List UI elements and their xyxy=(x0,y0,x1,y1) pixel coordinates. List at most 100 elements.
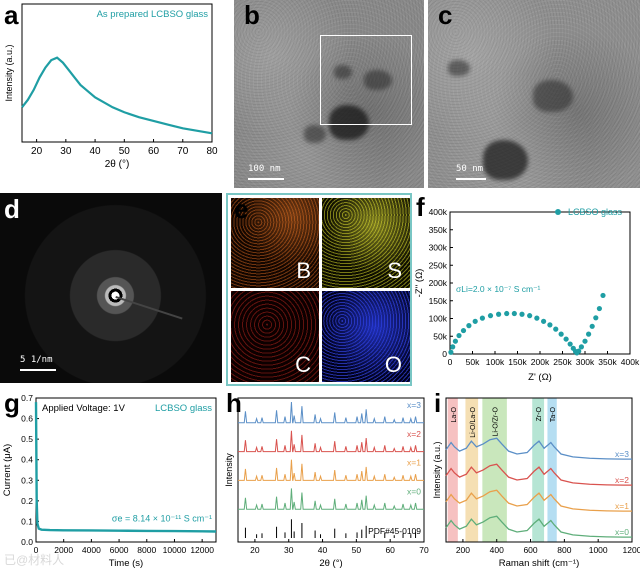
y-axis-label: -Z'' (Ω) xyxy=(414,269,425,298)
x-axis-label: Raman shift (cm⁻¹) xyxy=(499,558,580,569)
plot-frame xyxy=(21,3,213,143)
y-tick-label: 0.0 xyxy=(21,537,33,547)
chart-h-xrd-series: x=3 x=2 x=1 x=0 PDF#45-0109 20 30 40 50 60 70 2θ (°… xyxy=(224,397,429,569)
plot-frame xyxy=(237,397,425,543)
data-point xyxy=(466,323,472,329)
x-tick-label: 350k xyxy=(598,357,617,367)
data-point xyxy=(541,318,547,324)
x-tick-label: 30 xyxy=(60,146,72,157)
y-axis-label: Current (μA) xyxy=(2,444,13,496)
legend-label: LCBSO glass xyxy=(568,207,623,217)
y-tick-label: 0.3 xyxy=(21,475,33,485)
series-label: x=1 xyxy=(407,458,421,468)
x-tick-label: 150k xyxy=(508,357,527,367)
x-tick-label: 4000 xyxy=(82,545,101,555)
y-axis-label: Intensity (a.u.) xyxy=(432,441,442,498)
band-label: Zr-O xyxy=(536,406,543,421)
eds-map-b: B xyxy=(231,198,319,288)
data-point xyxy=(582,338,588,344)
x-tick-label: 200k xyxy=(531,357,550,367)
series-line xyxy=(238,430,424,453)
data-point xyxy=(448,349,454,355)
chart-title: Applied Voltage: 1V xyxy=(42,403,126,414)
plot-frame xyxy=(449,211,631,355)
x-tick-label: 600 xyxy=(523,545,537,555)
series-line xyxy=(238,459,424,481)
series-line xyxy=(445,437,632,460)
particle xyxy=(448,60,470,76)
x-tick-label: 0 xyxy=(448,357,453,367)
y-tick-label: 0.4 xyxy=(21,455,33,465)
x-tick-label: 1200 xyxy=(623,545,640,555)
chart-a-xrd: 20 30 40 50 60 70 80 2θ (°) Intensity (a.u.) As p… xyxy=(4,3,218,170)
data-point xyxy=(593,315,599,321)
y-tick-label: 0.1 xyxy=(21,516,33,526)
data-point xyxy=(563,336,569,342)
x-tick-label: 80 xyxy=(206,146,218,157)
tem-image-b: 100 nm xyxy=(234,0,424,188)
data-point xyxy=(586,331,592,337)
y-tick-label: 200k xyxy=(429,278,448,288)
beam-stop xyxy=(115,296,183,320)
eds-map-o: O xyxy=(322,291,410,382)
band-label: La-O xyxy=(451,406,458,422)
series-line xyxy=(238,488,424,510)
panel-label-h: h xyxy=(226,388,242,418)
y-tick-label: 250k xyxy=(429,260,448,270)
x-tick-label: 50 xyxy=(352,545,362,555)
y-tick-label: 100k xyxy=(429,314,448,324)
scale-bar-label: 5 1/nm xyxy=(20,355,53,365)
y-tick-label: 0.6 xyxy=(21,414,33,424)
x-axis-label: 2θ (°) xyxy=(319,558,342,569)
y-tick-label: 350k xyxy=(429,225,448,235)
x-tick-label: 40 xyxy=(90,146,102,157)
x-tick-label: 30 xyxy=(284,545,294,555)
series-label: x=2 xyxy=(615,475,629,485)
data-point xyxy=(576,348,582,354)
series-line xyxy=(21,56,213,135)
x-tick-label: 1000 xyxy=(589,545,608,555)
y-axis-label: Intensity xyxy=(224,453,234,487)
data-point xyxy=(460,327,467,334)
data-point xyxy=(527,313,533,319)
chart-i-raman: La-O Li-O/La-O Li-O/Zr-O Zr-O Ta-O x=3 x=2 x=1 x… xyxy=(432,397,640,569)
x-tick-label: 300k xyxy=(576,357,595,367)
panel-label-g: g xyxy=(4,388,20,418)
assignment-band xyxy=(465,398,479,542)
x-axis-label: Z' (Ω) xyxy=(528,372,552,383)
data-point xyxy=(496,311,502,317)
data-point xyxy=(504,310,510,317)
y-tick-label: 50k xyxy=(433,331,447,341)
data-point xyxy=(479,315,485,321)
series-label: PDF#45-0109 xyxy=(368,526,421,536)
series-label: x=2 xyxy=(407,429,421,439)
band-label: Ta-O xyxy=(550,406,557,422)
assignment-band xyxy=(532,398,545,542)
x-tick-label: 250k xyxy=(553,357,572,367)
x-tick-label: 200 xyxy=(456,545,470,555)
x-tick-label: 400 xyxy=(490,545,504,555)
series-line xyxy=(445,515,632,538)
x-tick-label: 6000 xyxy=(110,545,129,555)
y-tick-label: 300k xyxy=(429,243,448,253)
tem-image-c: 50 nm xyxy=(428,0,640,188)
x-tick-label: 0 xyxy=(34,545,39,555)
y-axis-label: Intensity (a.u.) xyxy=(4,44,14,101)
data-point xyxy=(600,292,606,299)
scale-bar xyxy=(248,178,284,180)
band-label: Li-O/Zr-O xyxy=(493,406,500,436)
x-tick-label: 70 xyxy=(177,146,189,157)
saed-pattern-d: 5 1/nm xyxy=(0,193,222,383)
series-label: x=3 xyxy=(407,400,421,410)
y-tick-label: 0.7 xyxy=(21,393,33,403)
chart-g-dc-polarization: 0 2000 4000 6000 8000 10000 12000 0.0 0.1 0.2 0.3 0… xyxy=(2,393,217,569)
data-point xyxy=(450,344,456,350)
x-tick-label: 40 xyxy=(318,545,328,555)
x-tick-label: 100k xyxy=(486,357,505,367)
eds-map-c-label: C xyxy=(295,352,311,377)
x-tick-label: 60 xyxy=(385,545,395,555)
series-line xyxy=(238,401,424,424)
chart-f-eis: 0 50k 100k 150k 200k 250k 300k 350k 400k050k100k… xyxy=(414,207,640,383)
data-point xyxy=(547,322,553,328)
series-label: x=0 xyxy=(407,486,421,496)
